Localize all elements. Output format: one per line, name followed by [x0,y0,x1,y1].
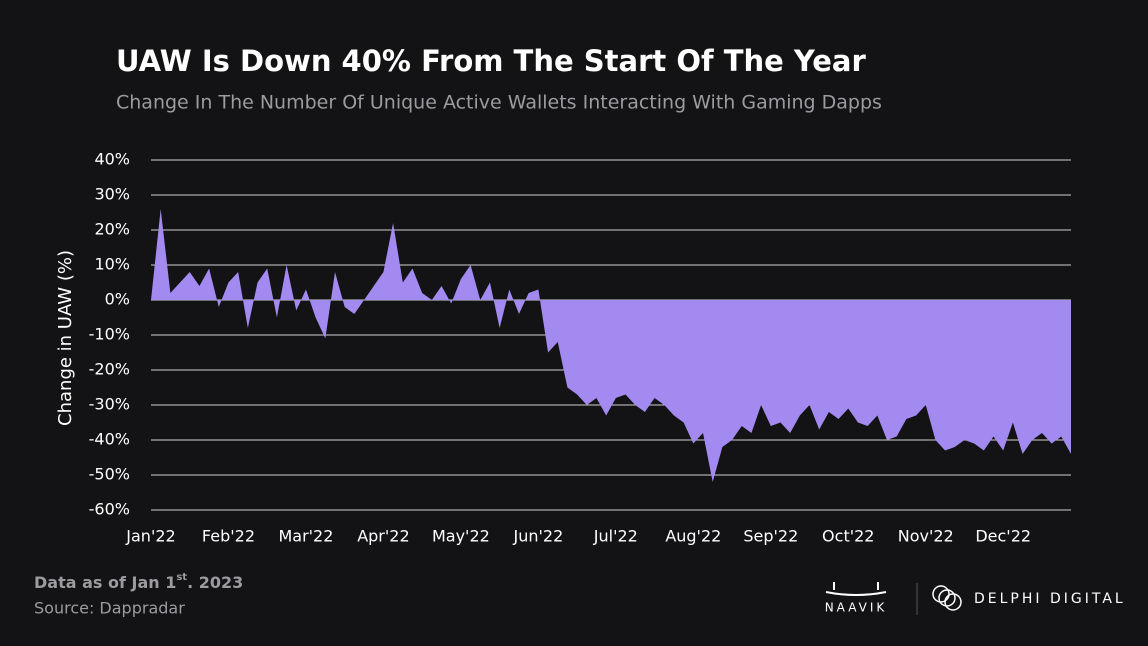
x-tick-label: Dec'22 [975,527,1031,546]
y-tick-label: 30% [94,185,130,204]
y-tick-label: -20% [89,360,130,379]
x-tick-label: Aug'22 [665,527,721,546]
x-tick-label: May'22 [432,527,490,546]
x-tick-label: Jun'22 [512,527,563,546]
x-tick-label: Nov'22 [898,527,954,546]
chart-subtitle: Change In The Number Of Unique Active Wa… [116,92,882,114]
logo-delphi: DELPHI DIGITAL [974,591,1126,607]
x-tick-label: Sep'22 [743,527,798,546]
naavik-icon [825,582,887,596]
y-tick-label: -30% [89,395,130,414]
data-note: Data as of Jan 1st. 2023 [34,572,243,592]
y-tick-label: 10% [94,255,130,274]
note-end: . 2023 [187,573,243,592]
area [151,209,1071,482]
note-text: Data as of Jan 1 [34,573,176,592]
x-tick-label: Mar'22 [278,527,333,546]
x-tick-label: Jul'22 [593,527,638,546]
source: Source: Dappradar [34,599,185,618]
y-tick-label: 20% [94,220,130,239]
y-tick-label: 40% [94,150,130,169]
y-tick-label: -10% [89,325,130,344]
y-tick-label: -60% [89,500,130,519]
chart-title: UAW Is Down 40% From The Start Of The Ye… [116,44,866,78]
y-axis-label: Change in UAW (%) [55,250,76,426]
y-tick-label: 0% [105,290,130,309]
x-tick-label: Apr'22 [357,527,409,546]
note-sup: st [176,572,187,583]
x-tick-label: Feb'22 [202,527,255,546]
y-tick-label: -40% [89,430,130,449]
x-tick-label: Oct'22 [822,527,874,546]
x-tick-label: Jan'22 [125,527,175,546]
delphi-icon [932,585,962,611]
y-tick-label: -50% [89,465,130,484]
logo-naavik: NAAVIK [825,601,888,615]
